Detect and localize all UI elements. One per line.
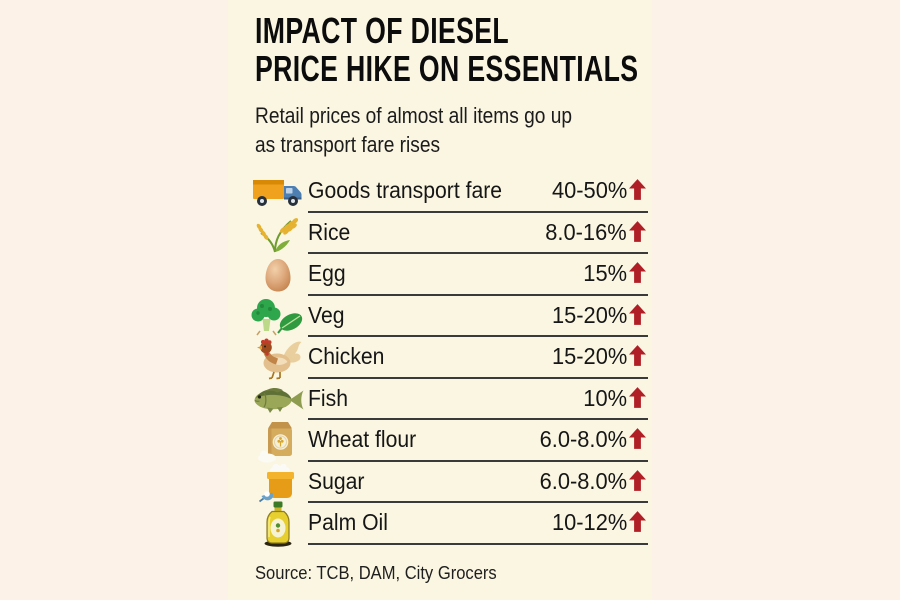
content-panel: IMPACT OF DIESEL PRICE HIKE ON ESSENTIAL… [228, 0, 652, 600]
item-value: 8.0-16% [545, 218, 627, 245]
table-row: Chicken 15-20% [248, 337, 648, 380]
table-row: Veg 15-20% [248, 296, 648, 338]
item-label: Rice [308, 218, 351, 245]
item-value: 6.0-8.0% [539, 426, 627, 453]
up-arrow-icon [629, 303, 646, 325]
vegetables-icon [248, 296, 308, 338]
title-line-2: PRICE HIKE ON ESSENTIALS [255, 48, 639, 89]
truck-icon [248, 171, 308, 213]
row-content: Sugar 6.0-8.0% [308, 462, 648, 503]
item-value-group: 10-12% [548, 509, 646, 536]
up-arrow-icon [629, 386, 646, 408]
page-title: IMPACT OF DIESEL PRICE HIKE ON ESSENTIAL… [255, 12, 638, 88]
row-content: Rice 8.0-16% [308, 213, 648, 254]
up-arrow-icon [629, 345, 646, 367]
table-row: Wheat flour 6.0-8.0% [248, 420, 648, 463]
row-content: Fish 10% [308, 379, 648, 420]
row-content: Wheat flour 6.0-8.0% [308, 420, 648, 462]
item-value: 15-20% [551, 301, 627, 328]
source-text: Source: TCB, DAM, City Grocers [255, 563, 497, 583]
chicken-icon [248, 337, 308, 380]
row-content: Goods transport fare 40-50% [308, 171, 648, 213]
page-subtitle: Retail prices of almost all items go up … [255, 101, 572, 159]
item-value-group: 6.0-8.0% [535, 468, 646, 495]
item-value-group: 15-20% [548, 343, 646, 370]
up-arrow-icon [629, 262, 646, 284]
table-row: Rice 8.0-16% [248, 213, 648, 255]
item-value: 6.0-8.0% [539, 467, 627, 494]
up-arrow-icon [629, 179, 646, 201]
item-label: Chicken [308, 343, 385, 370]
row-content: Egg 15% [308, 254, 648, 296]
item-value: 10-12% [551, 509, 627, 536]
item-label: Veg [308, 301, 345, 328]
table-row: Palm Oil 10-12% [248, 501, 648, 547]
item-value-group: 40-50% [548, 177, 646, 204]
item-value-group: 8.0-16% [541, 219, 646, 246]
item-label: Egg [308, 260, 346, 287]
rice-icon [248, 213, 308, 255]
item-value-group: 15-20% [548, 302, 646, 329]
subtitle-line-2: as transport fare rises [255, 132, 441, 157]
item-value-group: 6.0-8.0% [535, 426, 646, 453]
table-row: Fish 10% [248, 379, 648, 421]
table-row: Egg 15% [248, 254, 648, 296]
items-table: Goods transport fare 40-50% Rice 8.0-16%… [248, 171, 648, 547]
item-value-group: 10% [581, 385, 646, 412]
row-content: Chicken 15-20% [308, 337, 648, 379]
item-label: Sugar [308, 467, 365, 494]
sugar-bag-icon [248, 462, 308, 504]
up-arrow-icon [629, 469, 646, 491]
up-arrow-icon [629, 220, 646, 242]
egg-icon [248, 254, 308, 296]
up-arrow-icon [629, 428, 646, 450]
oil-bottle-icon [248, 501, 308, 547]
item-label: Wheat flour [308, 426, 417, 453]
item-value: 40-50% [551, 177, 627, 204]
table-row: Goods transport fare 40-50% [248, 171, 648, 213]
item-value: 10% [583, 384, 627, 411]
flour-sack-icon [248, 420, 308, 463]
table-row: Sugar 6.0-8.0% [248, 462, 648, 504]
item-label: Goods transport fare [308, 177, 503, 204]
item-value: 15% [583, 260, 627, 287]
item-value: 15-20% [551, 343, 627, 370]
fish-icon [248, 379, 308, 421]
up-arrow-icon [629, 511, 646, 533]
item-label: Fish [308, 384, 348, 411]
item-value-group: 15% [581, 260, 646, 287]
row-content: Palm Oil 10-12% [308, 503, 648, 545]
row-content: Veg 15-20% [308, 296, 648, 337]
title-line-1: IMPACT OF DIESEL [255, 10, 510, 51]
subtitle-line-1: Retail prices of almost all items go up [255, 103, 573, 128]
item-label: Palm Oil [308, 509, 388, 536]
